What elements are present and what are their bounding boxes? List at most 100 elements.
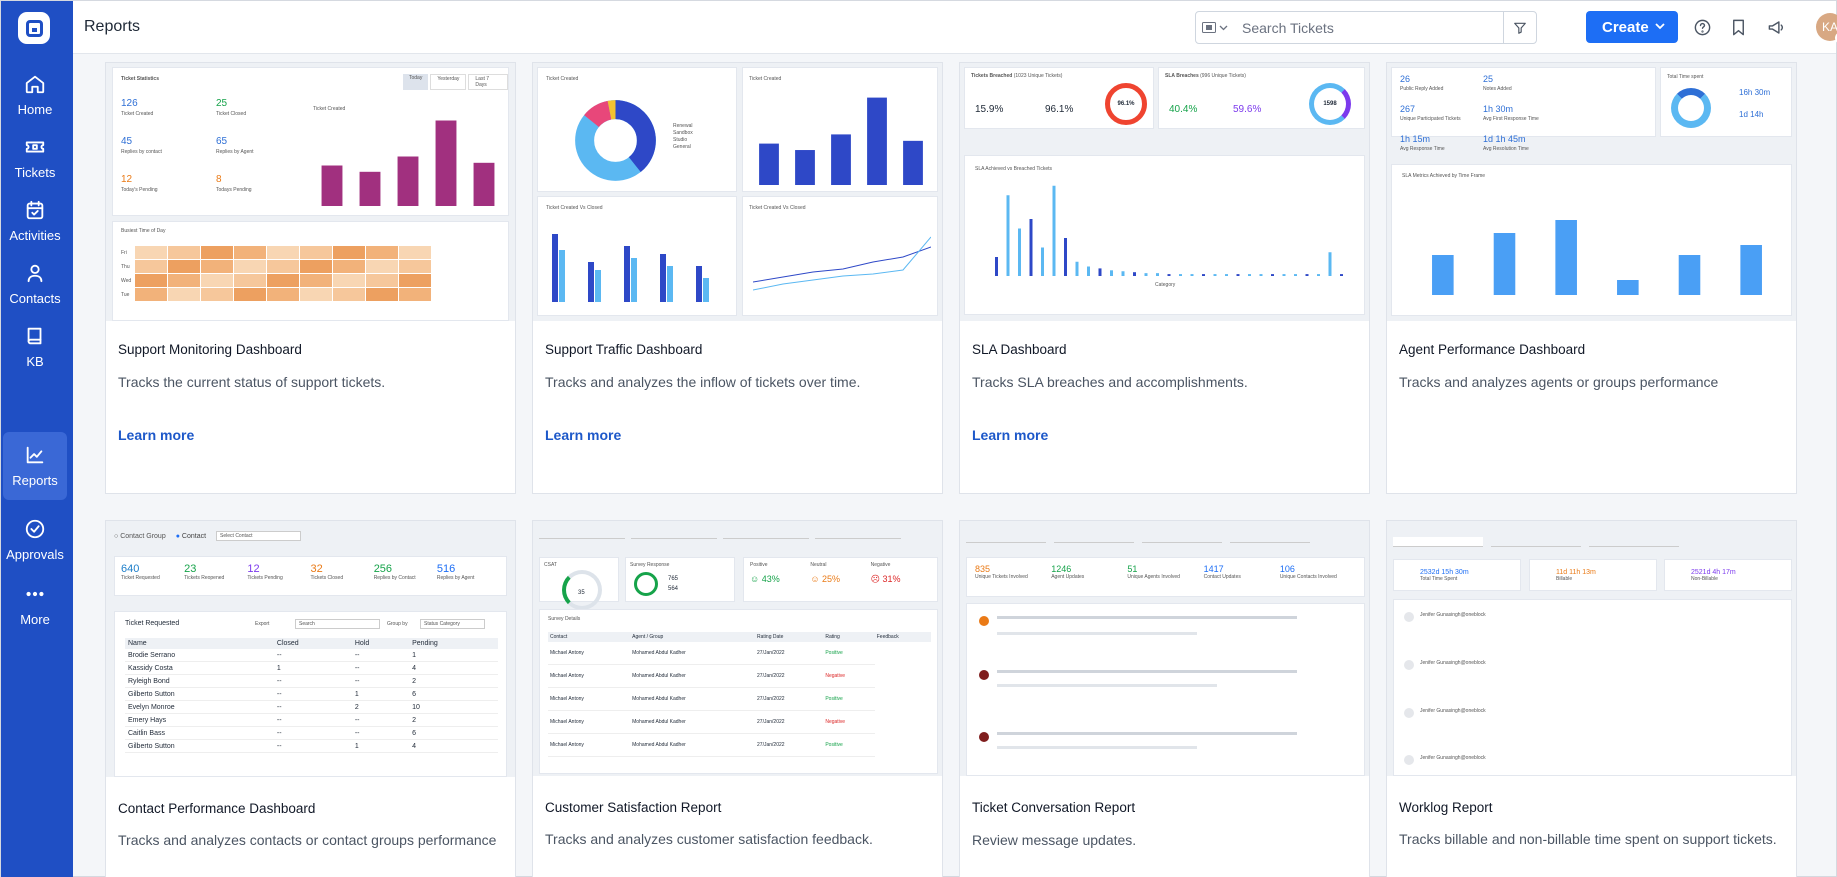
chart-bar bbox=[696, 266, 702, 302]
app-logo[interactable] bbox=[18, 12, 50, 44]
chart-bar bbox=[995, 257, 998, 276]
book-icon bbox=[27, 327, 42, 344]
report-card-agent-performance[interactable]: 26 Public Reply Added 25 Notes Added 267 Un… bbox=[1386, 62, 1797, 494]
column-header: Hold bbox=[351, 638, 410, 649]
report-card-contact-performance[interactable]: ○ Contact Group ● Contact Select Contact… bbox=[105, 520, 516, 877]
card-description: Tracks and analyzes agents or groups per… bbox=[1399, 374, 1719, 390]
report-preview: 2532d 15h 30m Total Time Spent 11d 11h 13… bbox=[1387, 521, 1796, 776]
heatmap-cell bbox=[399, 274, 431, 287]
heatmap-cell bbox=[300, 274, 332, 287]
chart-bar bbox=[435, 120, 457, 206]
announcement-button[interactable] bbox=[1765, 16, 1787, 38]
page-title: Reports bbox=[84, 18, 141, 35]
sidebar-item-tickets[interactable]: Tickets bbox=[3, 124, 67, 191]
user-avatar[interactable]: KA bbox=[1816, 13, 1837, 44]
table-cell: Negative bbox=[823, 664, 875, 688]
learn-more-link[interactable]: Learn more bbox=[972, 427, 1049, 443]
table-cell: 1 bbox=[351, 739, 410, 753]
sidebar-item-contacts[interactable]: Contacts bbox=[3, 250, 67, 317]
heatmap-cell bbox=[399, 288, 431, 301]
chart-bar bbox=[588, 262, 594, 302]
column-header: Name bbox=[125, 638, 274, 649]
heatmap-cell bbox=[201, 246, 233, 259]
report-preview: ○ Contact Group ● Contact Select Contact… bbox=[106, 521, 515, 777]
ticket-type-dropdown[interactable] bbox=[1196, 12, 1234, 43]
chart-bar bbox=[359, 171, 381, 206]
report-card-sla[interactable]: Tickets Breached (1023 Unique Tickets) 1… bbox=[959, 62, 1370, 494]
chart-bar bbox=[1167, 274, 1171, 276]
chart-bar bbox=[1340, 274, 1343, 276]
heatmap-cell bbox=[300, 260, 332, 273]
create-button[interactable]: Create bbox=[1586, 11, 1678, 43]
sidebar-item-approvals[interactable]: Approvals bbox=[3, 506, 67, 573]
bookmark-button[interactable] bbox=[1727, 16, 1749, 38]
chart-bar bbox=[1555, 220, 1577, 295]
table-cell: -- bbox=[273, 739, 352, 753]
table-header-row: Contact Agent / Group Rating Date Rating Fee… bbox=[548, 632, 931, 642]
table-cell: Michael Antony bbox=[548, 687, 631, 711]
report-card-customer-satisfaction[interactable]: CSAT 35 Survey Response 765 564 Positive… bbox=[532, 520, 943, 877]
table-row: Ryleigh Bond -- -- 2 bbox=[125, 674, 498, 688]
table-cell: -- bbox=[351, 713, 410, 727]
chart-bar bbox=[473, 162, 495, 206]
table-row: Brodie Serrano -- -- 1 bbox=[125, 649, 498, 662]
table-cell: Negative bbox=[823, 710, 875, 734]
table-row: Kassidy Costa 1 -- 4 bbox=[125, 661, 498, 675]
chevron-down-icon bbox=[1219, 25, 1228, 30]
chart-bar bbox=[1052, 185, 1056, 276]
filter-button[interactable] bbox=[1503, 12, 1536, 43]
chart-bar bbox=[1282, 274, 1286, 276]
sidebar-item-label: More bbox=[20, 611, 50, 627]
report-card-support-monitoring[interactable]: Ticket Statistics 126 Ticket Created 25 Ti… bbox=[105, 62, 516, 494]
column-header: Rating Date bbox=[755, 632, 824, 642]
heatmap-cell bbox=[234, 274, 266, 287]
table-cell: 1 bbox=[351, 687, 410, 701]
table-cell: Positive bbox=[823, 642, 875, 665]
heatmap-cell bbox=[135, 288, 167, 301]
ticket-icon bbox=[1202, 22, 1216, 33]
table-cell: -- bbox=[273, 726, 352, 740]
report-card-ticket-conversation[interactable]: 835 Unique Tickets Involved 1246 Agent Upd… bbox=[959, 520, 1370, 877]
card-title: Agent Performance Dashboard bbox=[1399, 342, 1586, 357]
sidebar-item-home[interactable]: Home bbox=[3, 61, 67, 128]
heatmap-cell bbox=[234, 260, 266, 273]
sidebar-item-reports[interactable]: Reports bbox=[3, 432, 67, 500]
sidebar-item-more[interactable]: More bbox=[3, 571, 67, 638]
chart-bar bbox=[1156, 273, 1159, 276]
report-card-support-traffic[interactable]: Ticket Created Renewal Sandbox Studio Gener… bbox=[532, 62, 943, 494]
chart-bar bbox=[703, 278, 709, 302]
chart-bar bbox=[397, 156, 419, 206]
learn-more-link[interactable]: Learn more bbox=[545, 427, 622, 443]
column-header: Closed bbox=[273, 638, 352, 649]
table-row: Michael Antony Mohamed Abdul Kadher 27/Jan… bbox=[548, 687, 931, 711]
table-cell: Mohamed Abdul Kadher bbox=[630, 733, 756, 757]
chart-bar bbox=[1248, 274, 1251, 276]
sidebar-item-label: Tickets bbox=[14, 164, 56, 180]
table-cell: Michael Antony bbox=[548, 642, 631, 665]
table-cell: 6 bbox=[409, 726, 498, 740]
chart-bar bbox=[1617, 280, 1639, 295]
table-cell: Emery Hays bbox=[125, 713, 274, 727]
table-header-row: Name Closed Hold Pending bbox=[125, 638, 498, 649]
table-cell: -- bbox=[273, 649, 352, 662]
chart-bar bbox=[1236, 274, 1240, 276]
help-button[interactable] bbox=[1691, 16, 1713, 38]
card-title: Support Traffic Dashboard bbox=[545, 342, 703, 357]
card-description: Tracks the current status of support tic… bbox=[118, 374, 386, 390]
mini-bar-chart bbox=[321, 120, 495, 206]
filter-icon bbox=[1514, 22, 1526, 34]
help-icon bbox=[1694, 19, 1710, 35]
card-description: Tracks and analyzes the inflow of ticket… bbox=[545, 374, 861, 390]
heatmap-cell bbox=[333, 288, 365, 301]
table-row: Caitlin Bass -- -- 6 bbox=[125, 726, 498, 740]
chart-bar bbox=[1305, 274, 1309, 276]
learn-more-link[interactable]: Learn more bbox=[118, 427, 195, 443]
sidebar-item-kb[interactable]: KB bbox=[3, 313, 67, 380]
report-card-worklog[interactable]: 2532d 15h 30m Total Time Spent 11d 11h 13… bbox=[1386, 520, 1797, 877]
table-cell: -- bbox=[273, 674, 352, 688]
search-input[interactable] bbox=[1242, 17, 1487, 38]
sidebar-item-activities[interactable]: Activities bbox=[3, 187, 67, 254]
chart-bar bbox=[831, 134, 851, 185]
bookmark-icon bbox=[1732, 19, 1744, 35]
